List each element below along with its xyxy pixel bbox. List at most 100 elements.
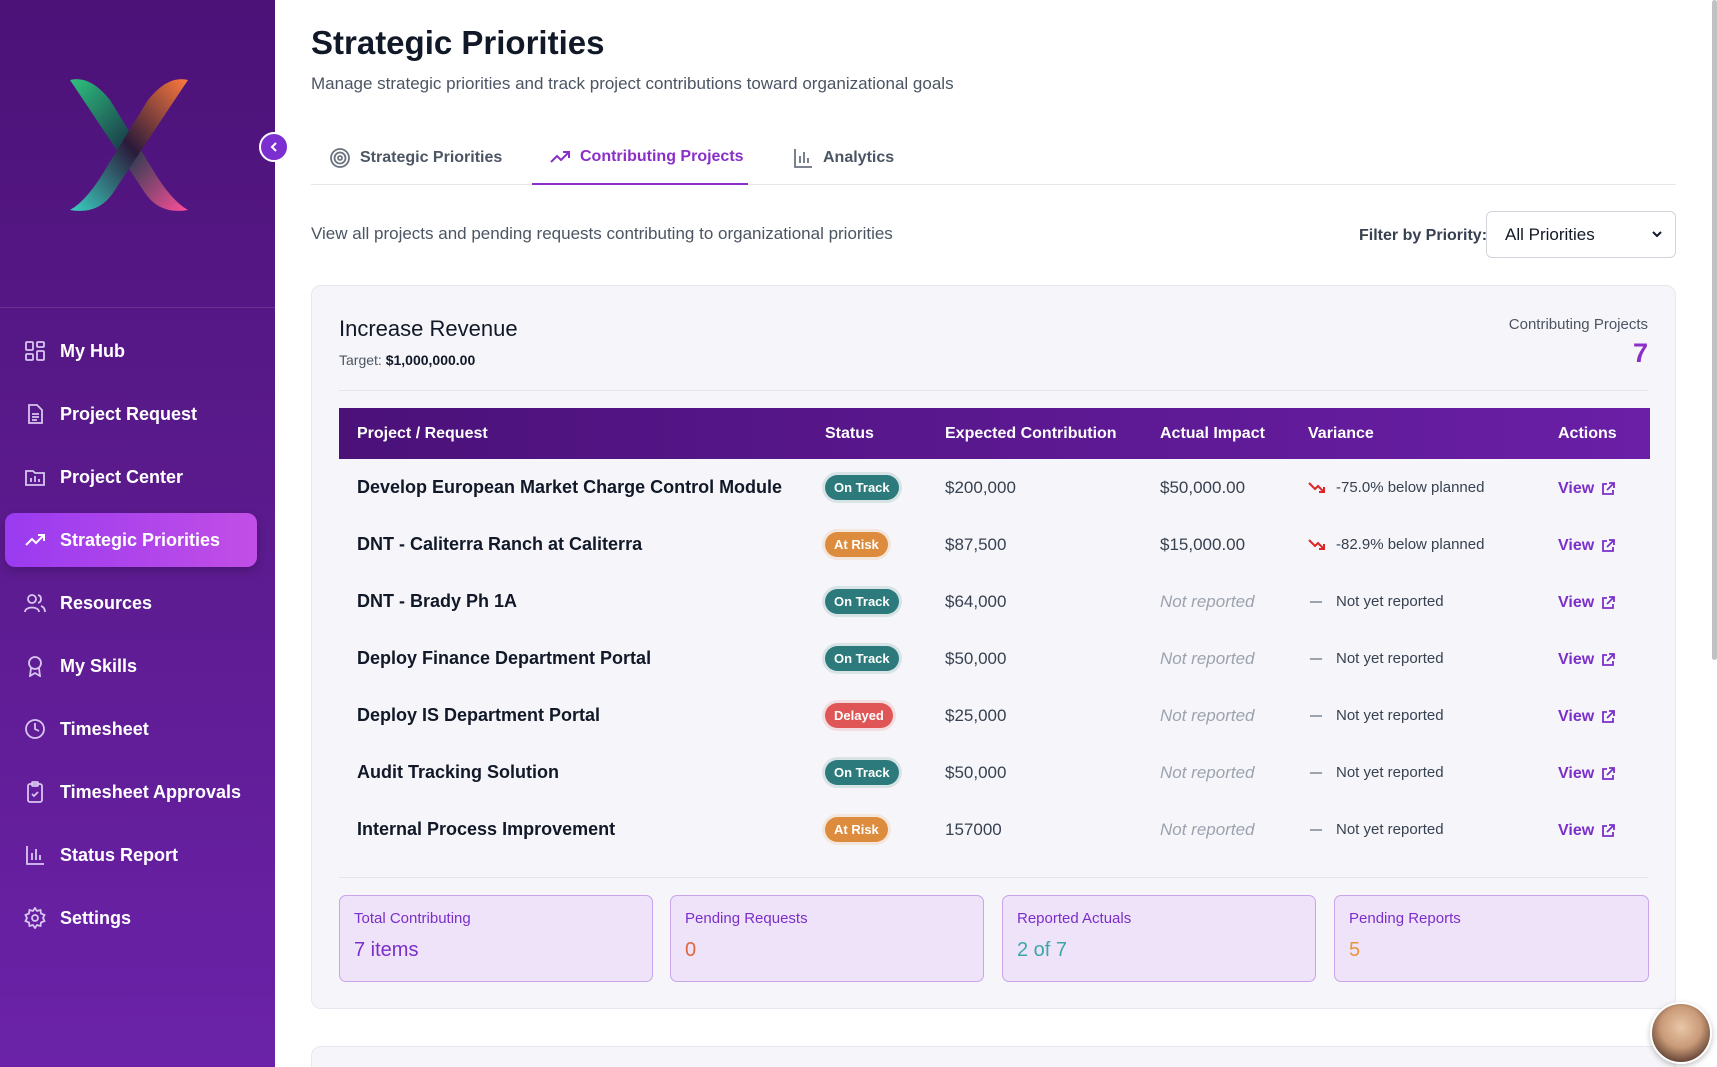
table-row: Deploy Finance Department Portal On Trac…	[339, 630, 1650, 687]
project-name: DNT - Brady Ph 1A	[357, 591, 518, 611]
priority-filter-value: All Priorities	[1505, 224, 1595, 244]
expected-contribution: $87,500	[945, 534, 1007, 554]
column-header: Actual Impact	[1160, 424, 1265, 442]
view-link-label: View	[1558, 821, 1595, 839]
dash-icon	[1310, 828, 1322, 831]
tab-contributing-projects[interactable]: Contributing Projects	[532, 130, 748, 185]
sidebar-item-my-hub[interactable]: My Hub	[5, 324, 257, 378]
tab-strategic-priorities[interactable]: Strategic Priorities	[329, 130, 502, 185]
priority-card: Increase Revenue Target: $1,000,000.00 C…	[311, 285, 1676, 1009]
variance-text: -82.9% below planned	[1336, 536, 1485, 553]
view-link-label: View	[1558, 536, 1595, 554]
gear-icon	[24, 907, 46, 929]
variance-text: Not yet reported	[1336, 707, 1444, 724]
view-link-label: View	[1558, 764, 1595, 782]
view-link[interactable]: View	[1558, 651, 1616, 669]
expected-contribution: $25,000	[945, 705, 1007, 725]
grid-icon	[24, 340, 46, 362]
status-badge: On Track	[825, 475, 899, 500]
sidebar-item-label: My Hub	[60, 340, 125, 361]
sidebar-item-timesheet[interactable]: Timesheet	[5, 702, 257, 756]
project-name: DNT - Caliterra Ranch at Caliterra	[357, 534, 643, 554]
variance: Not yet reported	[1308, 593, 1558, 610]
variance: Not yet reported	[1308, 650, 1558, 667]
expected-contribution: $50,000	[945, 762, 1007, 782]
stat-label: Total Contributing	[354, 910, 471, 927]
view-link-label: View	[1558, 479, 1595, 497]
stat-pending-reports: Pending Reports 5	[1334, 895, 1649, 982]
sidebar-item-status-report[interactable]: Status Report	[5, 828, 257, 882]
view-link[interactable]: View	[1558, 537, 1616, 555]
column-header: Expected Contribution	[945, 424, 1117, 442]
variance: -75.0% below planned	[1308, 479, 1558, 496]
priority-target: Target: $1,000,000.00	[339, 352, 475, 368]
view-link-label: View	[1558, 707, 1595, 725]
view-description: View all projects and pending requests c…	[311, 224, 893, 243]
sidebar-item-label: Timesheet Approvals	[60, 781, 242, 802]
filter-label: Filter by Priority:	[1359, 227, 1488, 244]
expected-contribution: $64,000	[945, 591, 1007, 611]
expected-contribution: $200,000	[945, 477, 1016, 497]
view-link[interactable]: View	[1558, 765, 1616, 783]
sidebar-item-settings[interactable]: Settings	[5, 891, 257, 945]
actual-impact: $15,000.00	[1160, 534, 1246, 554]
view-link[interactable]: View	[1558, 708, 1616, 726]
target-value: $1,000,000.00	[385, 352, 476, 368]
sidebar-item-my-skills[interactable]: My Skills	[5, 639, 257, 693]
sidebar-nav: My Hub Project Request Project Center St…	[0, 308, 275, 945]
tab-bar: Strategic Priorities Contributing Projec…	[311, 130, 1676, 185]
column-header: Actions	[1558, 424, 1617, 442]
stat-pending-requests: Pending Requests 0	[670, 895, 984, 982]
actual-impact: Not reported	[1160, 648, 1255, 668]
avatar[interactable]	[1650, 1002, 1712, 1064]
stat-value: 0	[685, 939, 697, 961]
table-row: DNT - Caliterra Ranch at Caliterra At Ri…	[339, 516, 1650, 573]
column-header: Variance	[1308, 424, 1374, 442]
table-header: Project / Request Status Expected Contri…	[339, 408, 1650, 459]
page-title: Strategic Priorities	[311, 24, 605, 61]
users-icon	[24, 592, 46, 614]
tab-analytics[interactable]: Analytics	[792, 130, 894, 185]
view-link[interactable]: View	[1558, 594, 1616, 612]
collapse-sidebar-button[interactable]	[259, 132, 289, 162]
next-priority-card	[311, 1046, 1676, 1067]
column-header: Project / Request	[357, 424, 488, 442]
trending-down-icon	[1308, 481, 1326, 495]
scrollbar[interactable]	[1712, 0, 1717, 660]
page-subtitle: Manage strategic priorities and track pr…	[311, 74, 954, 93]
project-name: Deploy Finance Department Portal	[357, 648, 652, 668]
app-logo	[70, 79, 188, 211]
sidebar-item-label: Status Report	[60, 844, 179, 865]
expected-contribution: $50,000	[945, 648, 1007, 668]
sidebar-item-project-center[interactable]: Project Center	[5, 450, 257, 504]
sidebar: My Hub Project Request Project Center St…	[0, 0, 289, 1067]
sidebar-item-resources[interactable]: Resources	[5, 576, 257, 630]
status-badge: At Risk	[825, 817, 888, 842]
divider	[339, 390, 1648, 391]
stat-reported-actuals: Reported Actuals 2 of 7	[1002, 895, 1316, 982]
project-name: Internal Process Improvement	[357, 819, 616, 839]
contributing-projects-count: 7	[1632, 338, 1648, 368]
priority-title: Increase Revenue	[339, 316, 518, 341]
view-link[interactable]: View	[1558, 480, 1616, 498]
view-link[interactable]: View	[1558, 822, 1616, 840]
column-header: Status	[825, 424, 874, 442]
priority-filter-select[interactable]: All Priorities	[1486, 211, 1676, 258]
sidebar-item-strategic-priorities[interactable]: Strategic Priorities	[5, 513, 257, 567]
sidebar-item-timesheet-approvals[interactable]: Timesheet Approvals	[5, 765, 257, 819]
bar-chart-icon	[24, 844, 46, 866]
external-link-icon	[1602, 538, 1616, 552]
sidebar-item-project-request[interactable]: Project Request	[5, 387, 257, 441]
stat-value: 5	[1349, 939, 1361, 961]
status-badge: On Track	[825, 760, 899, 785]
actual-impact: Not reported	[1160, 591, 1255, 611]
expected-contribution: 157000	[945, 819, 1002, 839]
sidebar-item-label: Settings	[60, 907, 132, 928]
sidebar-item-label: My Skills	[60, 655, 138, 676]
tab-label: Strategic Priorities	[360, 148, 503, 166]
actual-impact: $50,000.00	[1160, 477, 1246, 497]
clock-icon	[24, 718, 46, 740]
variance-text: -75.0% below planned	[1336, 479, 1485, 496]
variance: Not yet reported	[1308, 821, 1558, 838]
table-row: DNT - Brady Ph 1A On Track $64,000 Not r…	[339, 573, 1650, 630]
